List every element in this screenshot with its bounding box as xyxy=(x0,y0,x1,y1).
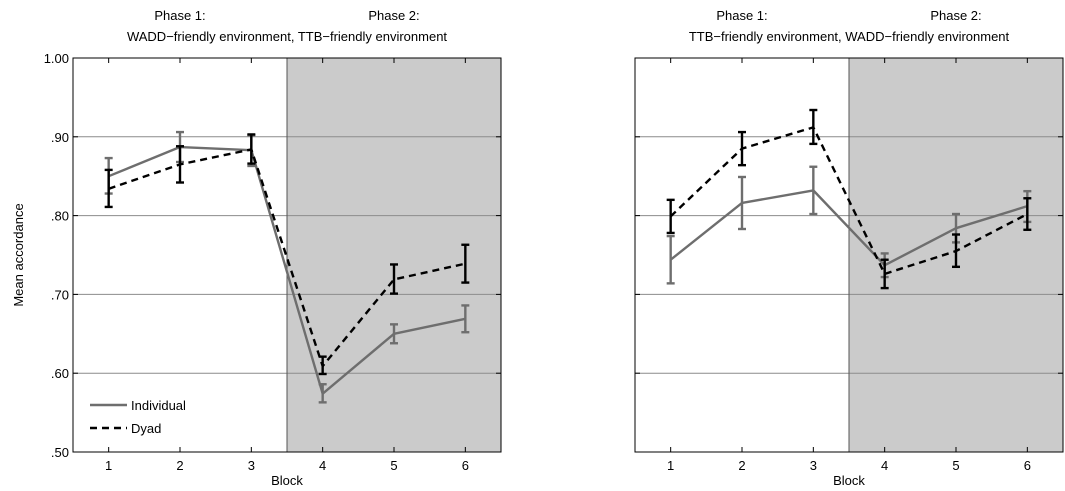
error-bar xyxy=(738,130,746,167)
error-bar xyxy=(880,258,889,290)
error-bar xyxy=(461,243,470,284)
x-axis-title: Block xyxy=(271,473,303,488)
error-bar xyxy=(104,168,113,209)
error-bar xyxy=(666,198,675,235)
chart-panel-2: 1 2 3 4 5 6 Block Phase 1: Phase 2: TTB−friendly … xyxy=(634,8,1064,488)
y-tick-label: .60 xyxy=(51,366,69,381)
x-tick-label: 3 xyxy=(810,458,817,473)
x-tick-label: 2 xyxy=(176,458,183,473)
chart-panel-1: .50 .60 .70 .80 .90 1.00 1 2 3 4 5 6 Block Mean accor… xyxy=(11,8,502,488)
legend-label-individual: Individual xyxy=(131,398,186,413)
error-bar xyxy=(318,355,327,376)
legend-label-dyad: Dyad xyxy=(131,421,161,436)
error-bar xyxy=(461,304,470,334)
x-tick-label: 4 xyxy=(881,458,888,473)
error-bar xyxy=(809,165,818,216)
x-tick-label: 4 xyxy=(319,458,326,473)
error-bar xyxy=(390,263,398,295)
x-tick-label: 5 xyxy=(390,458,397,473)
x-tick-label: 6 xyxy=(1024,458,1031,473)
error-bar xyxy=(247,133,256,165)
y-tick-label: .50 xyxy=(51,445,69,460)
phase-descriptions: WADD−friendly environment, TTB−friendly … xyxy=(127,29,447,44)
error-bar xyxy=(666,234,675,285)
x-tick-label: 1 xyxy=(667,458,674,473)
error-bar xyxy=(809,108,818,146)
y-tick-label: .90 xyxy=(51,130,69,145)
phase-1-description: TTB−friendly environment, xyxy=(689,29,842,44)
phase-1-title: Phase 1: xyxy=(154,8,205,23)
phase-2-title: Phase 2: xyxy=(368,8,419,23)
x-tick-label: 6 xyxy=(462,458,469,473)
x-tick-label: 1 xyxy=(105,458,112,473)
y-axis-title: Mean accordance xyxy=(11,203,26,306)
error-bar xyxy=(318,383,327,404)
y-tick-label: 1.00 xyxy=(44,51,69,66)
series-line-individual xyxy=(108,145,466,395)
error-bar xyxy=(738,175,746,231)
phase2-shaded-region xyxy=(287,58,501,452)
series-line-dyad xyxy=(669,126,1028,276)
phase-2-title: Phase 2: xyxy=(930,8,981,23)
axes-frame xyxy=(634,57,1064,453)
error-bar xyxy=(952,233,960,269)
series-dyad xyxy=(104,133,470,376)
x-tick-label: 3 xyxy=(248,458,255,473)
x-tick-label: 2 xyxy=(738,458,745,473)
series-line-dyad xyxy=(108,148,466,368)
error-bar xyxy=(390,323,398,345)
x-axis-title: Block xyxy=(833,473,865,488)
y-tick-label: .70 xyxy=(51,287,69,302)
phase-1-description: WADD−friendly environment, xyxy=(127,29,295,44)
series-dyad xyxy=(666,108,1032,290)
y-tick-label: .80 xyxy=(51,209,69,224)
error-bar xyxy=(1023,197,1032,231)
panels: .50 .60 .70 .80 .90 1.00 1 2 3 4 5 6 Block Mean accor… xyxy=(11,8,1064,488)
phase-1-title: Phase 1: xyxy=(716,8,767,23)
legend: Individual Dyad xyxy=(90,398,186,436)
series-line-individual xyxy=(669,189,1028,267)
axes-frame xyxy=(72,57,502,453)
phase-descriptions: TTB−friendly environment, WADD−friendly … xyxy=(689,29,1010,44)
x-tick-label: 5 xyxy=(952,458,959,473)
phase-2-description: WADD−friendly environment xyxy=(842,29,1010,44)
error-bar xyxy=(176,145,184,184)
phase-2-description: TTB−friendly environment xyxy=(294,29,447,44)
